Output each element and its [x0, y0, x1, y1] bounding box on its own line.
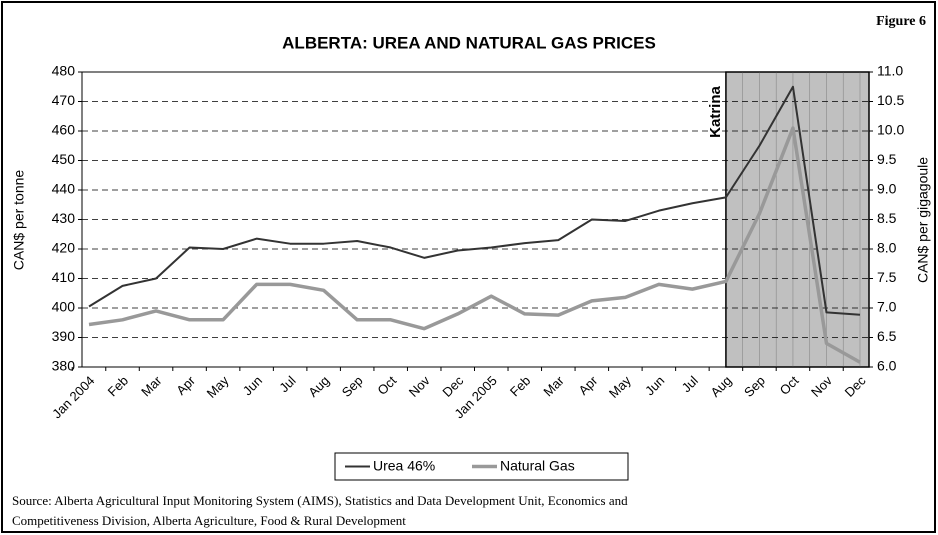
legend-label: Natural Gas: [500, 458, 575, 474]
legend-label: Urea 46%: [373, 458, 435, 474]
y-tick-label: 450: [52, 151, 76, 167]
y2-tick-label: 7.0: [877, 299, 897, 315]
y-tick-label: 410: [52, 269, 76, 285]
annotation: Katrina: [707, 86, 724, 138]
figure-label: Figure 6: [876, 14, 926, 29]
y-tick-label: 470: [52, 92, 76, 108]
source-line: Competitiveness Division, Alberta Agricu…: [12, 513, 406, 528]
y2-tick-label: 8.0: [877, 240, 897, 256]
y2-tick-label: 9.5: [877, 151, 897, 167]
y-tick-label: 460: [52, 122, 76, 138]
y2-tick-label: 10.5: [877, 92, 904, 108]
y2-tick-label: 9.0: [877, 181, 897, 197]
y-tick-label: 480: [52, 63, 76, 79]
y2-axis-label: CAN$ per gigagoule: [915, 157, 931, 283]
y-tick-label: 420: [52, 240, 76, 256]
y2-tick-label: 8.5: [877, 210, 897, 226]
y2-tick-label: 6.0: [877, 358, 897, 374]
y-tick-label: 400: [52, 299, 76, 315]
y2-tick-label: 6.5: [877, 328, 897, 344]
source-line: Source: Alberta Agricultural Input Monit…: [12, 493, 628, 508]
y-tick-label: 440: [52, 181, 76, 197]
y-axis-label: CAN$ per tonne: [11, 170, 27, 271]
y-tick-label: 380: [52, 358, 76, 374]
series-line: [88, 126, 861, 364]
y2-tick-label: 11.0: [877, 63, 903, 79]
y-tick-label: 390: [52, 328, 76, 344]
y2-tick-label: 10.0: [877, 122, 904, 138]
y-tick-label: 430: [52, 210, 76, 226]
plot-border: [81, 71, 870, 368]
y2-tick-label: 7.5: [877, 269, 897, 285]
series-line: [88, 85, 861, 316]
chart-title: ALBERTA: UREA AND NATURAL GAS PRICES: [282, 33, 656, 52]
